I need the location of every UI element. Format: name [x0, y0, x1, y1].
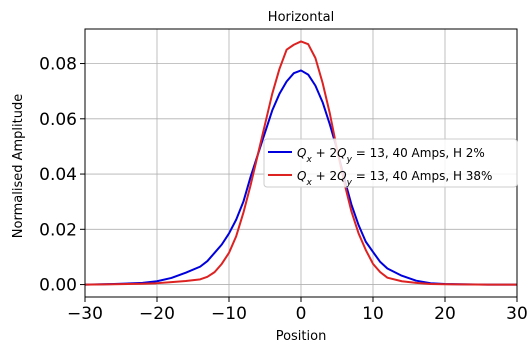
- tick-labels: −30 −20 −10 0 10 20 30 0.00 0.02 0.04 0.06 0.08: [39, 55, 528, 324]
- y-tick-label: 0.00: [39, 276, 77, 296]
- ticks: [80, 63, 518, 302]
- y-tick-label: 0.04: [39, 165, 77, 185]
- x-tick-label: 10: [362, 304, 384, 324]
- x-axis-title: Position: [276, 329, 327, 344]
- series-layer: [84, 40, 517, 286]
- x-tick-label: 20: [434, 304, 456, 324]
- legend: Qx + 2Qy = 13, 40 Amps, H 2% Qx + 2Qy = 1…: [263, 138, 518, 188]
- legend-label: Qx + 2Qy = 13, 40 Amps, H 38%: [297, 169, 492, 188]
- y-tick-label: 0.06: [39, 110, 77, 130]
- legend-box: [263, 138, 518, 188]
- x-tick-label: 30: [506, 304, 528, 324]
- x-tick-label: −10: [211, 304, 247, 324]
- x-tick-label: −30: [67, 304, 103, 324]
- chart-title: Horizontal: [268, 10, 334, 25]
- series-line-1: [84, 69, 517, 286]
- y-axis-title: Normalised Amplitude: [11, 94, 26, 238]
- legend-label: Qx + 2Qy = 13, 40 Amps, H 2%: [297, 146, 485, 165]
- x-tick-label: 0: [296, 304, 307, 324]
- y-tick-label: 0.08: [39, 55, 77, 75]
- x-tick-label: −20: [139, 304, 175, 324]
- y-tick-label: 0.02: [39, 220, 77, 240]
- series-line-2: [84, 40, 517, 286]
